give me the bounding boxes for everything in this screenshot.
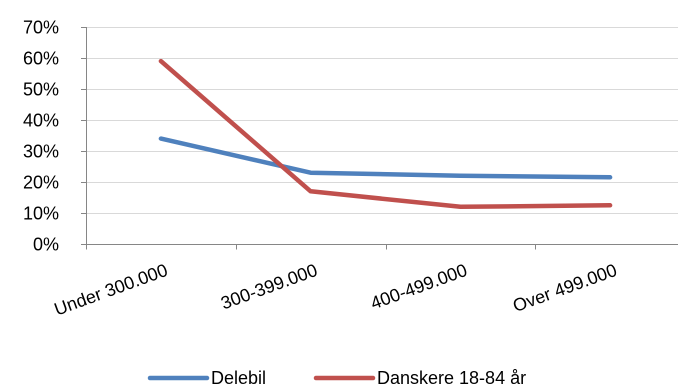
series-line-0 — [158, 136, 613, 180]
y-axis: 0% 10% 20% 30% 40% 50% 60% 70% — [23, 18, 87, 255]
y-tick-label: 10% — [23, 204, 59, 224]
x-category-label: 300-399.000 — [218, 260, 320, 313]
gridlines — [86, 27, 678, 214]
y-tick-label: 50% — [23, 80, 59, 100]
y-tick-label: 20% — [23, 173, 59, 193]
y-tick-label: 70% — [23, 18, 59, 38]
x-category-label: Under 300.000 — [51, 260, 170, 320]
y-tick-label: 60% — [23, 49, 59, 69]
y-tick-label: 40% — [23, 111, 59, 131]
y-tick-label: 0% — [33, 235, 59, 255]
series-lines — [158, 58, 613, 210]
series-line-1 — [158, 58, 613, 210]
legend-label: Danskere 18-84 år — [377, 368, 526, 388]
y-tick-label: 30% — [23, 142, 59, 162]
x-category-label: 400-499.000 — [368, 260, 470, 313]
legend: Delebil Danskere 18-84 år — [147, 368, 526, 388]
x-axis: Under 300.000 300-399.000 400-499.000 Over … — [51, 244, 678, 320]
x-category-label: Over 499.000 — [510, 260, 619, 316]
legend-label: Delebil — [211, 368, 266, 388]
